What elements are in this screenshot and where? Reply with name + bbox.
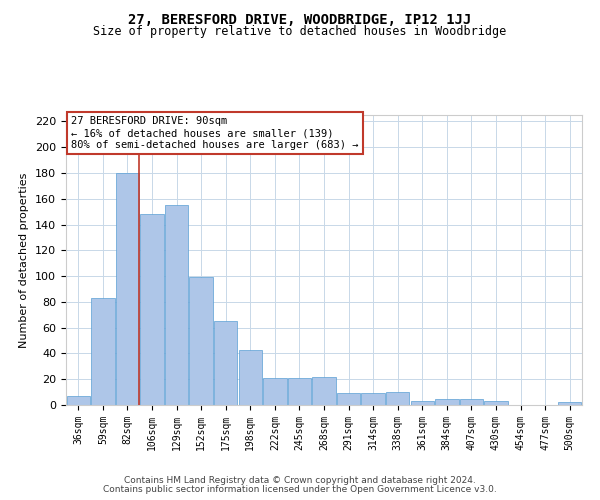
Bar [190,278,213,405]
Bar [116,173,139,405]
Bar [410,401,434,405]
Y-axis label: Number of detached properties: Number of detached properties [19,172,29,348]
Bar [361,394,385,405]
Bar [386,392,409,405]
Bar [558,402,581,405]
Bar [214,321,238,405]
Bar [435,398,458,405]
Text: 27, BERESFORD DRIVE, WOODBRIDGE, IP12 1JJ: 27, BERESFORD DRIVE, WOODBRIDGE, IP12 1J… [128,12,472,26]
Text: Contains HM Land Registry data © Crown copyright and database right 2024.: Contains HM Land Registry data © Crown c… [124,476,476,485]
Bar [91,298,115,405]
Text: 27 BERESFORD DRIVE: 90sqm
← 16% of detached houses are smaller (139)
80% of semi: 27 BERESFORD DRIVE: 90sqm ← 16% of detac… [71,116,359,150]
Bar [337,394,360,405]
Bar [288,378,311,405]
Bar [263,378,287,405]
Bar [239,350,262,405]
Text: Contains public sector information licensed under the Open Government Licence v3: Contains public sector information licen… [103,485,497,494]
Bar [165,205,188,405]
Bar [140,214,164,405]
Bar [67,396,90,405]
Bar [484,401,508,405]
Bar [313,376,335,405]
Bar [460,398,483,405]
Text: Size of property relative to detached houses in Woodbridge: Size of property relative to detached ho… [94,25,506,38]
